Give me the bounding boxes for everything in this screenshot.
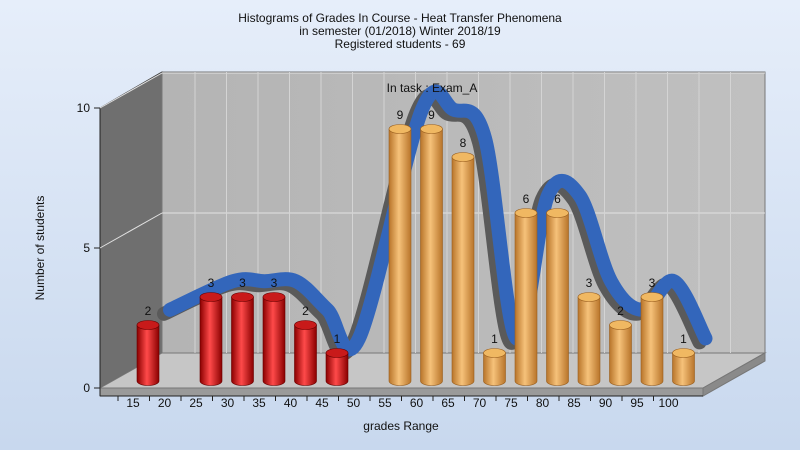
x-tick-label: 30 [221,396,235,410]
gridline-left-wall [99,72,163,109]
chart-title-line-3: Registered students - 69 [335,37,466,51]
right-edge [702,352,766,397]
bar-value-label-30: 3 [239,276,246,290]
x-tick-label: 35 [252,396,266,410]
bar-55 [388,124,412,386]
x-tick-label: 60 [410,396,424,410]
bar-value-label-55: 9 [397,108,404,122]
bar-35 [262,292,286,386]
x-tick-label: 15 [126,396,140,410]
x-tick-label: 65 [441,396,455,410]
bar-80 [546,208,569,386]
x-tick-label: 85 [567,396,581,410]
bar-15 [136,320,160,386]
x-tick-label: 95 [630,396,644,410]
bar-65 [451,152,475,386]
x-tick-label: 50 [347,396,361,410]
bar-60 [420,124,443,386]
bar-value-label-15: 2 [145,304,152,318]
bar-85 [577,292,601,386]
x-axis-label: grades Range [363,419,439,433]
bar-75 [514,208,538,386]
bar-40 [294,320,317,386]
bar-value-label-45: 1 [334,332,341,346]
bar-value-label-95: 3 [649,276,656,290]
x-tick-label: 45 [315,396,329,410]
chart-title-line-2: in semester (01/2018) Winter 2018/19 [299,24,501,38]
bar-100 [672,348,695,386]
bar-value-label-70: 1 [491,332,498,346]
y-tick-label: 0 [83,381,90,395]
x-tick-label: 40 [284,396,298,410]
x-axis-ticks: 15 20 25 30 35 40 45 50 55 60 65 70 75 80 85 90 95 100 [117,396,679,410]
bar-value-label-25: 3 [208,276,215,290]
bar-value-label-35: 3 [271,276,278,290]
y-tick-label: 5 [83,241,90,255]
bar-45 [325,348,349,386]
bar-value-label-60: 9 [428,108,435,122]
bar-value-label-40: 2 [302,304,309,318]
y-tick-label: 10 [77,101,91,115]
distribution-curve [157,84,713,361]
gridline-left-wall [99,212,163,249]
curve-ribbon [163,84,713,357]
y-axis-ticks: 0 5 10 [77,101,100,395]
x-tick-label: 100 [658,396,678,410]
bar-90 [609,320,632,386]
x-tick-label: 55 [378,396,392,410]
x-tick-label: 70 [473,396,487,410]
bar-30 [231,292,254,386]
bar-value-label-85: 3 [586,276,593,290]
bar-25 [199,292,223,386]
bar-value-label-100: 1 [680,332,687,346]
bars-group [136,124,695,386]
x-tick-label: 80 [536,396,550,410]
x-tick-label: 75 [504,396,518,410]
bar-value-label-65: 8 [460,136,467,150]
x-tick-label: 25 [189,396,203,410]
chart-title-line-1: Histograms of Grades In Course - Heat Tr… [238,11,562,25]
bar-value-label-90: 2 [617,304,624,318]
y-axis-label: Number of students [33,196,47,301]
task-annotation: In task : Exam_A [387,81,478,95]
bar-95 [640,292,664,386]
bar-70 [483,348,506,386]
bar-value-label-80: 6 [554,192,561,206]
bar-value-label-75: 6 [523,192,530,206]
bar-labels-group: 2 3 3 3 2 1 9 9 8 1 6 6 3 2 3 1 [145,108,688,346]
floor-front-edge [99,387,704,397]
x-tick-label: 90 [599,396,613,410]
x-tick-label: 20 [158,396,172,410]
